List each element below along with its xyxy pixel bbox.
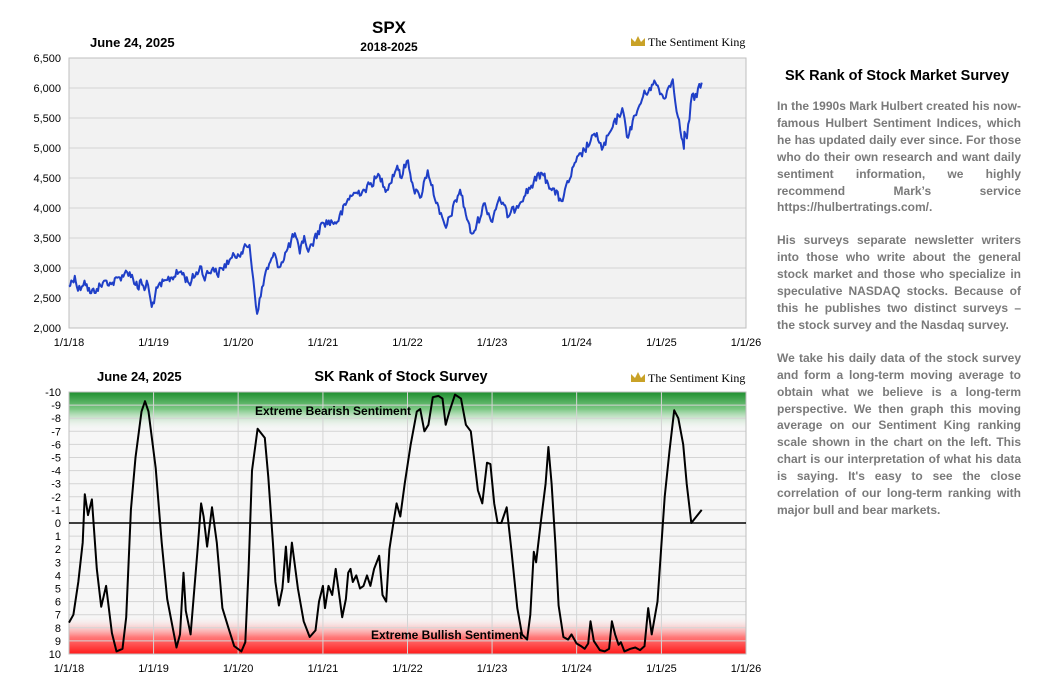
brand-logo-bottom: The Sentiment King: [631, 371, 745, 385]
x-tick-label: 1/1/20: [223, 663, 254, 675]
y-tick-label: 1: [55, 531, 61, 543]
y-tick-label: -3: [51, 479, 61, 491]
y-tick-label: 3,000: [33, 263, 61, 275]
x-tick-label: 1/1/19: [138, 663, 169, 675]
y-tick-label: 5,500: [33, 113, 61, 125]
sidebar-paragraph-2: His surveys separate newsletter writers …: [777, 233, 1021, 332]
x-tick-label: 1/1/24: [561, 337, 592, 349]
spx-price-line: [68, 78, 703, 315]
rank-date: June 24, 2025: [97, 369, 182, 384]
bear-label: Extreme Bearish Sentiment: [255, 404, 411, 418]
x-tick-label: 1/1/23: [477, 337, 508, 349]
x-tick-label: 1/1/22: [392, 663, 423, 675]
y-tick-label: 8: [55, 623, 61, 635]
y-tick-label: -9: [51, 400, 61, 412]
sidebar-paragraph-1: In the 1990s Mark Hulbert created his no…: [777, 99, 1021, 215]
brand-name-top: The Sentiment King: [648, 35, 745, 49]
x-tick-label: 1/1/26: [731, 663, 762, 675]
x-tick-label: 1/1/20: [223, 337, 254, 349]
y-tick-label: 4: [55, 570, 61, 582]
y-tick-label: 9: [55, 636, 61, 648]
y-tick-label: -2: [51, 492, 61, 504]
crown-icon: [631, 36, 645, 46]
spx-date: June 24, 2025: [90, 35, 175, 50]
y-tick-label: 5: [55, 584, 61, 596]
x-tick-label: 1/1/21: [308, 337, 339, 349]
spx-title: SPX: [372, 18, 407, 37]
y-tick-label: -5: [51, 453, 61, 465]
brand-name-bottom: The Sentiment King: [648, 371, 745, 385]
brand-logo-top: The Sentiment King: [631, 35, 745, 49]
x-tick-label: 1/1/26: [731, 337, 762, 349]
sidebar-heading: SK Rank of Stock Market Survey: [785, 68, 1010, 84]
spx-y-ticks: 2,000 2,500 3,000 3,500 4,000 4,500 5,000 5,500…: [33, 53, 61, 335]
x-tick-label: 1/1/25: [646, 337, 677, 349]
y-tick-label: 3: [55, 557, 61, 569]
y-tick-label: 5,000: [33, 143, 61, 155]
sidebar-paragraph-3: We take his daily data of the stock surv…: [777, 350, 1021, 517]
y-tick-label: -10: [45, 387, 61, 399]
y-tick-label: 6,000: [33, 83, 61, 95]
rank-title: SK Rank of Stock Survey: [314, 369, 487, 385]
x-tick-label: 1/1/19: [138, 337, 169, 349]
spx-x-ticks: 1/1/18 1/1/19 1/1/20 1/1/21 1/1/22 1/1/23 1/1/…: [54, 337, 762, 349]
y-tick-label: 2,000: [33, 323, 61, 335]
x-tick-label: 1/1/21: [308, 663, 339, 675]
spx-subtitle: 2018-2025: [360, 40, 418, 54]
y-tick-label: 6: [55, 597, 61, 609]
y-tick-label: -8: [51, 413, 61, 425]
y-tick-label: 3,500: [33, 233, 61, 245]
spx-gridlines: [68, 57, 747, 329]
bull-label: Extreme Bullish Sentiment: [371, 628, 523, 642]
plot-border: [68, 57, 747, 329]
y-tick-label: -4: [51, 466, 61, 478]
y-tick-label: 2,500: [33, 293, 61, 305]
x-tick-label: 1/1/24: [561, 663, 592, 675]
x-tick-label: 1/1/23: [477, 663, 508, 675]
y-tick-label: 0: [55, 518, 61, 530]
x-tick-label: 1/1/18: [54, 337, 85, 349]
y-tick-label: 6,500: [33, 53, 61, 65]
y-tick-label: 2: [55, 544, 61, 556]
spx-plot-area: [69, 58, 746, 328]
spx-chart: 2,000 2,500 3,000 3,500 4,000 4,500 5,000 5,500…: [33, 18, 761, 349]
rank-x-ticks: 1/1/18 1/1/19 1/1/20 1/1/21 1/1/22 1/1/23 1/1/…: [54, 663, 762, 675]
rank-line: [68, 393, 703, 653]
y-tick-label: -6: [51, 439, 61, 451]
y-tick-label: 10: [49, 649, 61, 661]
y-tick-label: -7: [51, 426, 61, 438]
y-tick-label: 4,000: [33, 203, 61, 215]
y-tick-label: 7: [55, 610, 61, 622]
crown-icon: [631, 372, 645, 382]
x-tick-label: 1/1/22: [392, 337, 423, 349]
x-tick-label: 1/1/25: [646, 663, 677, 675]
y-tick-label: 4,500: [33, 173, 61, 185]
sidebar: SK Rank of Stock Market Survey In the 19…: [777, 68, 1021, 535]
x-tick-label: 1/1/18: [54, 663, 85, 675]
y-tick-label: -1: [51, 505, 61, 517]
